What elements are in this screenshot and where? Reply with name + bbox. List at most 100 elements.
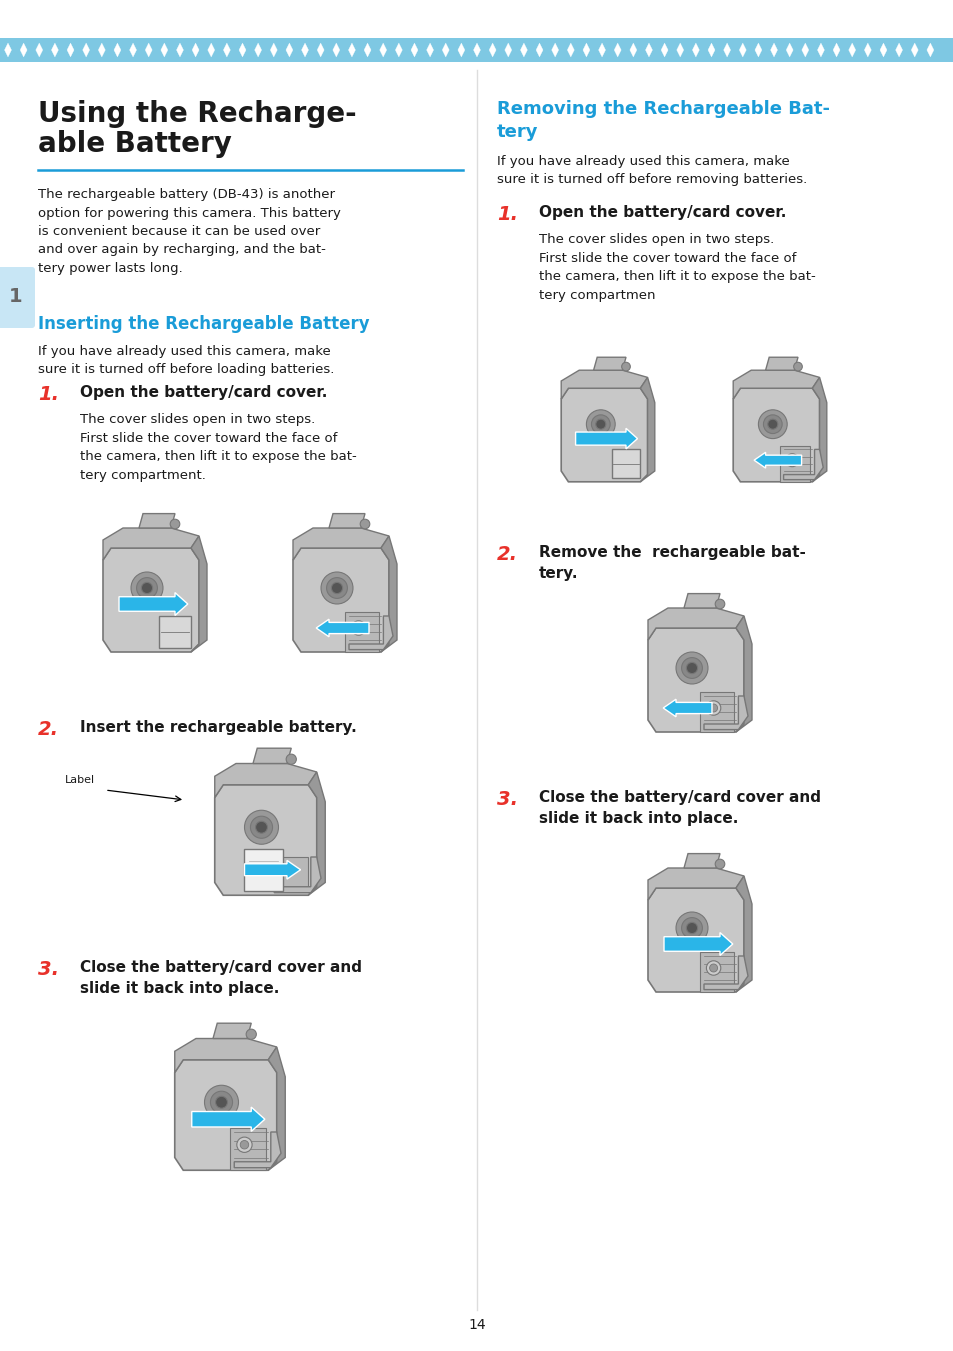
Text: 1.: 1. bbox=[497, 205, 517, 224]
Text: Insert the rechargeable battery.: Insert the rechargeable battery. bbox=[80, 720, 356, 735]
Polygon shape bbox=[51, 43, 58, 57]
Polygon shape bbox=[647, 888, 743, 992]
Polygon shape bbox=[213, 1023, 251, 1039]
Polygon shape bbox=[765, 357, 797, 370]
Polygon shape bbox=[489, 43, 496, 57]
Circle shape bbox=[204, 1085, 238, 1119]
FancyArrow shape bbox=[244, 861, 300, 880]
Polygon shape bbox=[560, 370, 647, 399]
Circle shape bbox=[586, 409, 615, 439]
Text: Inserting the Rechargeable Battery: Inserting the Rechargeable Battery bbox=[38, 315, 369, 332]
FancyArrow shape bbox=[315, 619, 369, 636]
Polygon shape bbox=[239, 43, 246, 57]
FancyArrow shape bbox=[753, 453, 801, 467]
Circle shape bbox=[244, 811, 278, 844]
FancyArrow shape bbox=[119, 593, 188, 616]
Polygon shape bbox=[176, 43, 183, 57]
Text: If you have already used this camera, make
sure it is turned off before loading : If you have already used this camera, ma… bbox=[38, 345, 334, 377]
Circle shape bbox=[680, 917, 701, 939]
Circle shape bbox=[709, 704, 717, 712]
Polygon shape bbox=[174, 1059, 276, 1170]
Polygon shape bbox=[473, 43, 480, 57]
Circle shape bbox=[211, 1092, 233, 1113]
Polygon shape bbox=[286, 43, 293, 57]
Polygon shape bbox=[348, 43, 355, 57]
Bar bbox=[274, 857, 308, 892]
Polygon shape bbox=[735, 875, 751, 992]
Polygon shape bbox=[349, 616, 393, 650]
Polygon shape bbox=[598, 43, 605, 57]
Polygon shape bbox=[234, 1132, 281, 1167]
Bar bbox=[244, 848, 282, 892]
FancyBboxPatch shape bbox=[0, 267, 35, 328]
Circle shape bbox=[246, 1029, 256, 1039]
Polygon shape bbox=[113, 43, 121, 57]
Text: 1.: 1. bbox=[38, 385, 59, 404]
Polygon shape bbox=[614, 43, 620, 57]
Circle shape bbox=[758, 409, 786, 439]
Polygon shape bbox=[733, 388, 819, 482]
Circle shape bbox=[621, 362, 630, 372]
Circle shape bbox=[326, 578, 347, 598]
Circle shape bbox=[705, 701, 720, 715]
Polygon shape bbox=[103, 528, 199, 561]
Text: Close the battery/card cover and
slide it back into place.: Close the battery/card cover and slide i… bbox=[538, 790, 821, 825]
Bar bbox=[345, 612, 378, 653]
Circle shape bbox=[685, 662, 697, 674]
Circle shape bbox=[351, 621, 365, 635]
Text: able Battery: able Battery bbox=[38, 130, 232, 158]
Circle shape bbox=[141, 582, 152, 593]
Polygon shape bbox=[593, 357, 625, 370]
Polygon shape bbox=[208, 43, 214, 57]
Bar bbox=[700, 952, 733, 992]
Circle shape bbox=[785, 454, 798, 466]
FancyArrow shape bbox=[575, 428, 637, 449]
Circle shape bbox=[676, 912, 707, 944]
Polygon shape bbox=[35, 43, 43, 57]
Polygon shape bbox=[379, 43, 386, 57]
Polygon shape bbox=[442, 43, 449, 57]
Polygon shape bbox=[214, 785, 316, 896]
Circle shape bbox=[355, 624, 362, 632]
Polygon shape bbox=[504, 43, 511, 57]
Polygon shape bbox=[329, 513, 365, 528]
Circle shape bbox=[793, 362, 801, 372]
Polygon shape bbox=[560, 388, 647, 482]
Polygon shape bbox=[801, 43, 808, 57]
Polygon shape bbox=[270, 43, 277, 57]
Polygon shape bbox=[411, 43, 417, 57]
Polygon shape bbox=[703, 696, 747, 730]
Polygon shape bbox=[536, 43, 542, 57]
Circle shape bbox=[762, 415, 781, 434]
Polygon shape bbox=[20, 43, 27, 57]
Polygon shape bbox=[733, 370, 819, 399]
Bar bbox=[780, 446, 809, 482]
Circle shape bbox=[685, 923, 697, 934]
Polygon shape bbox=[254, 43, 261, 57]
Polygon shape bbox=[316, 43, 324, 57]
Text: Close the battery/card cover and
slide it back into place.: Close the battery/card cover and slide i… bbox=[80, 961, 361, 996]
Circle shape bbox=[240, 1140, 249, 1148]
Polygon shape bbox=[926, 43, 933, 57]
Circle shape bbox=[680, 658, 701, 678]
Polygon shape bbox=[274, 857, 320, 893]
Polygon shape bbox=[812, 377, 826, 482]
Text: Open the battery/card cover.: Open the battery/card cover. bbox=[538, 205, 785, 220]
Polygon shape bbox=[161, 43, 168, 57]
Polygon shape bbox=[293, 549, 389, 653]
Text: 14: 14 bbox=[468, 1319, 485, 1332]
Polygon shape bbox=[333, 43, 339, 57]
Circle shape bbox=[715, 859, 724, 869]
Polygon shape bbox=[895, 43, 902, 57]
Polygon shape bbox=[582, 43, 589, 57]
Circle shape bbox=[595, 419, 605, 430]
Polygon shape bbox=[782, 450, 822, 480]
Polygon shape bbox=[192, 43, 199, 57]
Polygon shape bbox=[645, 43, 652, 57]
Polygon shape bbox=[683, 854, 720, 867]
Circle shape bbox=[676, 653, 707, 684]
Polygon shape bbox=[707, 43, 714, 57]
Polygon shape bbox=[5, 43, 11, 57]
Text: Using the Recharge-: Using the Recharge- bbox=[38, 100, 356, 128]
FancyArrow shape bbox=[192, 1106, 265, 1131]
